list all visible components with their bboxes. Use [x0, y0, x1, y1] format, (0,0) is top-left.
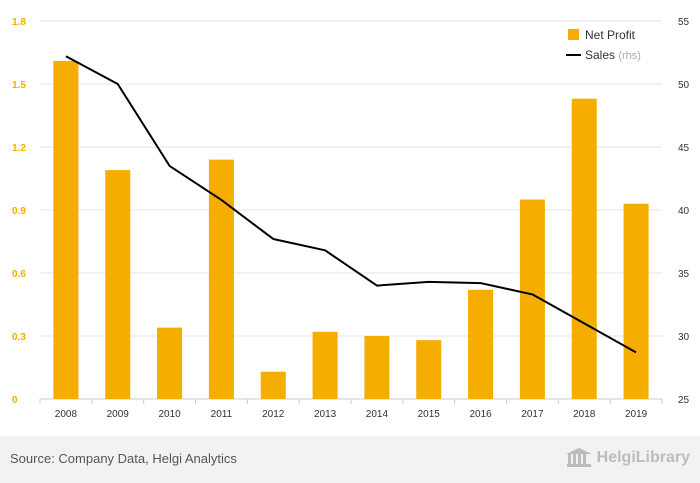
y-right-tick-label: 40: [678, 206, 690, 217]
bar-2012: [260, 371, 286, 399]
y-left-tick-label: 1.2: [12, 143, 26, 154]
chart-footer: Source: Company Data, Helgi Analytics He…: [0, 436, 700, 483]
legend-swatch-net-profit: [568, 29, 579, 40]
y-right-tick-label: 30: [678, 332, 690, 343]
x-tick-label: 2016: [469, 409, 492, 420]
x-tick-label: 2019: [625, 409, 648, 420]
brand-name: HelgiLibrary: [596, 449, 690, 466]
y-left-tick-label: 0: [12, 395, 18, 406]
y-left-tick-label: 1.5: [12, 80, 26, 91]
source-note: Source: Company Data, Helgi Analytics: [10, 451, 237, 466]
y-right-tick-label: 50: [678, 80, 690, 91]
x-tick-label: 2013: [314, 409, 337, 420]
x-tick-label: 2017: [521, 409, 544, 420]
library-icon: [565, 448, 592, 467]
x-tick-label: 2011: [211, 409, 233, 420]
x-tick-label: 2018: [573, 409, 596, 420]
y-right-tick-label: 35: [678, 269, 690, 280]
bar-2015: [416, 340, 442, 399]
legend-label-net-profit: Net Profit: [585, 28, 636, 42]
x-tick-label: 2010: [158, 409, 181, 420]
sales-line: [65, 55, 637, 354]
bar-2014: [364, 336, 390, 399]
bar-2019: [623, 203, 649, 399]
bar-2011: [208, 159, 234, 399]
x-tick-label: 2012: [262, 409, 285, 420]
y-right-tick-label: 25: [678, 395, 690, 406]
y-right-tick-label: 55: [678, 17, 690, 28]
bar-2009: [105, 170, 131, 399]
y-left-tick-label: 0.3: [12, 332, 26, 343]
y-right-tick-label: 45: [678, 143, 690, 154]
brand-logo[interactable]: HelgiLibrary: [565, 448, 690, 468]
bar-2010: [157, 327, 183, 399]
y-left-tick-label: 0.6: [12, 269, 26, 280]
legend-label-sales: Sales (rhs): [585, 48, 641, 62]
bar-2016: [468, 289, 494, 399]
bar-2013: [312, 331, 338, 399]
x-tick-label: 2009: [107, 409, 130, 420]
legend-sales-text: Sales: [585, 48, 618, 62]
x-tick-label: 2015: [418, 409, 441, 420]
combo-chart: 0 0.3 0.6 0.9 1.2 1.5 1.8 25 30 35 40 45 50 55 2008 200…: [12, 17, 690, 420]
y-left-tick-label: 1.8: [12, 17, 26, 28]
bar-2008: [53, 60, 79, 400]
x-tick-label: 2008: [55, 409, 78, 420]
x-tick-label: 2014: [366, 409, 389, 420]
y-left-tick-label: 0.9: [12, 206, 26, 217]
legend-rhs-suffix: (rhs): [618, 50, 641, 62]
bar-2018: [571, 98, 597, 399]
